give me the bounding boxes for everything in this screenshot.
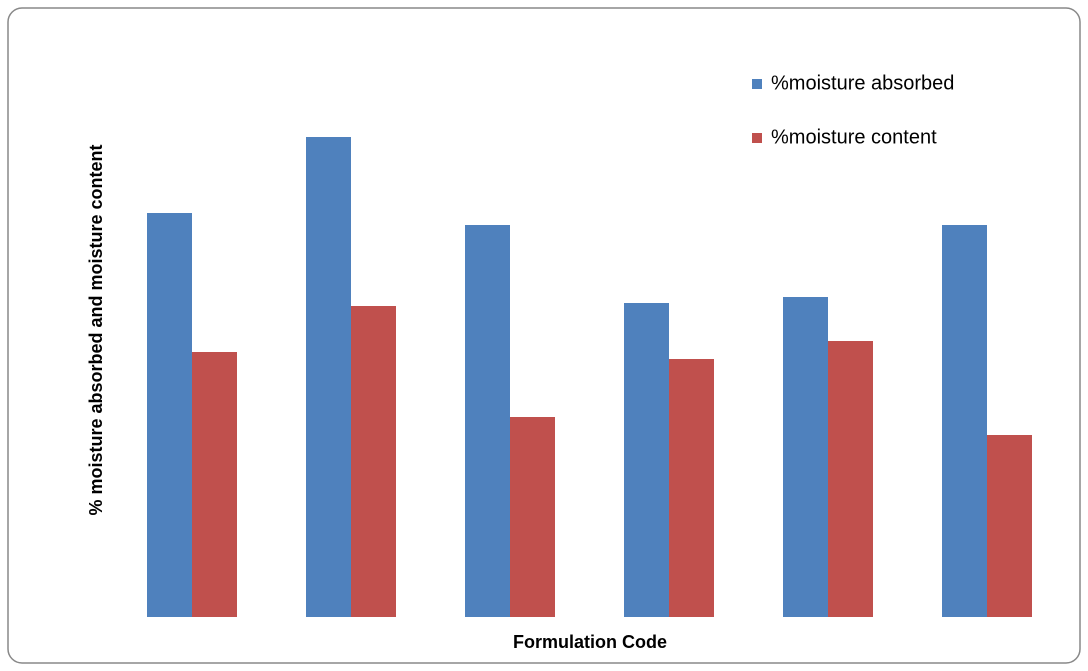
bar (987, 435, 1032, 617)
bar (669, 359, 714, 617)
bar (465, 225, 510, 617)
legend-label: %moisture content (771, 126, 937, 148)
bar (147, 213, 192, 617)
legend-label: %moisture absorbed (771, 72, 954, 94)
y-axis-title: % moisture absorbed and moisture content (86, 144, 106, 515)
legend-swatch (752, 133, 762, 143)
bar (510, 417, 555, 617)
bar (192, 352, 237, 617)
bar (783, 297, 828, 617)
bar (306, 137, 351, 617)
legend-swatch (752, 79, 762, 89)
bar (624, 303, 669, 617)
bar (351, 306, 396, 617)
bar (942, 225, 987, 617)
bar (828, 341, 873, 617)
x-axis-title: Formulation Code (513, 632, 667, 652)
